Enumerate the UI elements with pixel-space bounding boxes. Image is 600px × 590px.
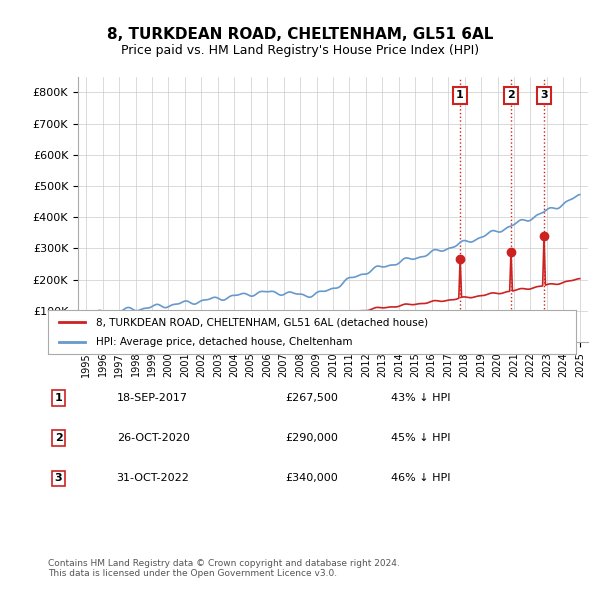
Text: Contains HM Land Registry data © Crown copyright and database right 2024.
This d: Contains HM Land Registry data © Crown c…: [48, 559, 400, 578]
Text: 31-OCT-2022: 31-OCT-2022: [116, 473, 190, 483]
Text: 2: 2: [55, 433, 62, 443]
Text: 8, TURKDEAN ROAD, CHELTENHAM, GL51 6AL (detached house): 8, TURKDEAN ROAD, CHELTENHAM, GL51 6AL (…: [95, 317, 428, 327]
Text: £340,000: £340,000: [286, 473, 338, 483]
Text: 3: 3: [55, 473, 62, 483]
Text: Price paid vs. HM Land Registry's House Price Index (HPI): Price paid vs. HM Land Registry's House …: [121, 44, 479, 57]
Text: £290,000: £290,000: [286, 433, 338, 443]
Text: HPI: Average price, detached house, Cheltenham: HPI: Average price, detached house, Chel…: [95, 337, 352, 346]
Text: 18-SEP-2017: 18-SEP-2017: [116, 393, 188, 403]
Text: 1: 1: [456, 90, 464, 100]
Text: 45% ↓ HPI: 45% ↓ HPI: [391, 433, 451, 443]
Text: 2: 2: [507, 90, 515, 100]
Text: 46% ↓ HPI: 46% ↓ HPI: [391, 473, 451, 483]
Text: 1: 1: [55, 393, 62, 403]
Text: 3: 3: [540, 90, 548, 100]
Text: 26-OCT-2020: 26-OCT-2020: [116, 433, 190, 443]
Text: £267,500: £267,500: [286, 393, 338, 403]
Text: 8, TURKDEAN ROAD, CHELTENHAM, GL51 6AL: 8, TURKDEAN ROAD, CHELTENHAM, GL51 6AL: [107, 27, 493, 41]
Text: 43% ↓ HPI: 43% ↓ HPI: [391, 393, 451, 403]
